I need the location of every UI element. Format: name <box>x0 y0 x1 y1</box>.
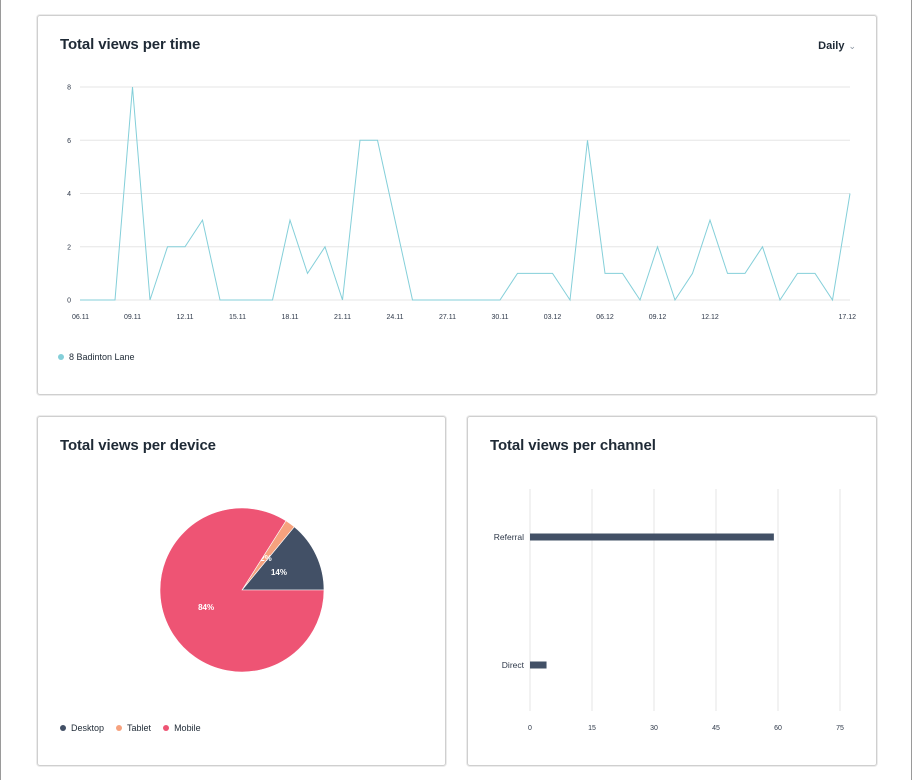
x-tick-label: 75 <box>836 725 844 732</box>
x-tick-label: 0 <box>528 725 532 732</box>
frame-edge-left <box>0 0 1 780</box>
bar-chart: 0 15 30 45 60 75 Referral Direct <box>494 489 844 732</box>
y-category-label: Referral <box>494 532 524 542</box>
views-per-channel-card: Total views per channel 0 15 30 45 60 75 Refer… <box>467 416 877 766</box>
legend-dot-icon <box>60 725 66 731</box>
x-tick-label: 60 <box>774 725 782 732</box>
y-tick-label: 4 <box>67 191 71 198</box>
x-tick-label: 27.11 <box>439 314 456 321</box>
bar-referral <box>530 533 774 541</box>
x-tick-label: 12.11 <box>177 314 194 321</box>
pie-legend: Desktop Tablet Mobile <box>60 723 213 733</box>
legend-item-mobile: Mobile <box>163 723 201 733</box>
x-tick-label: 17.12 <box>838 314 856 321</box>
bar-direct <box>530 661 547 669</box>
x-tick-label: 18.11 <box>282 314 299 321</box>
legend-label: Mobile <box>174 723 201 733</box>
x-tick-label: 15.11 <box>229 314 246 321</box>
legend-item-tablet: Tablet <box>116 723 151 733</box>
pie-data-label: 2% <box>260 554 272 563</box>
legend-dot-icon <box>163 725 170 731</box>
line-chart: 0 2 4 6 8 06.11 09.11 12.11 15.11 18.11 21.11 24.11… <box>67 85 856 322</box>
pie-data-label: 84% <box>198 603 214 612</box>
y-tick-label: 6 <box>67 138 71 145</box>
legend-label: Desktop <box>71 723 105 733</box>
x-tick-label: 06.11 <box>72 314 89 321</box>
x-tick-label: 15 <box>588 725 596 732</box>
x-tick-label: 09.12 <box>649 314 667 321</box>
views-per-device-card: Total views per device 14% 2% 84% Desktop T… <box>37 416 446 766</box>
x-tick-label: 30.11 <box>492 314 509 321</box>
line-legend: 8 Badinton Lane <box>58 352 147 362</box>
pie-data-label: 14% <box>271 568 287 577</box>
x-tick-label: 12.12 <box>701 314 719 321</box>
interval-dropdown[interactable]: Daily ⌄ <box>818 40 856 52</box>
x-tick-label: 30 <box>650 725 658 732</box>
x-tick-label: 03.12 <box>544 314 562 321</box>
interval-dropdown-label: Daily <box>818 40 845 52</box>
legend-label: Tablet <box>127 723 152 733</box>
x-tick-label: 45 <box>712 725 720 732</box>
legend-dot-icon <box>58 354 64 360</box>
y-category-label: Direct <box>502 660 525 670</box>
pie-chart: 14% 2% 84% <box>159 507 325 673</box>
views-per-time-title: Total views per time <box>60 36 201 53</box>
views-per-channel-title: Total views per channel <box>490 437 656 454</box>
x-tick-label: 21.11 <box>334 314 351 321</box>
series-line <box>80 86 851 302</box>
chevron-down-icon: ⌄ <box>848 41 856 51</box>
legend-label: 8 Badinton Lane <box>69 352 135 362</box>
legend-item-desktop: Desktop <box>60 723 104 733</box>
views-per-device-title: Total views per device <box>60 437 216 454</box>
x-tick-label: 06.12 <box>596 314 614 321</box>
pie-slice-desktop <box>241 526 325 591</box>
legend-item-series: 8 Badinton Lane <box>58 352 135 362</box>
x-tick-label: 09.11 <box>124 314 141 321</box>
legend-dot-icon <box>116 725 123 731</box>
x-tick-label: 24.11 <box>387 314 404 321</box>
views-per-time-card: Total views per time Daily ⌄ 0 2 4 6 8 06.11 09… <box>37 15 877 395</box>
pie-slice-mobile <box>159 507 325 673</box>
y-tick-label: 8 <box>67 85 71 92</box>
y-tick-label: 2 <box>67 244 71 251</box>
y-tick-label: 0 <box>67 298 71 305</box>
